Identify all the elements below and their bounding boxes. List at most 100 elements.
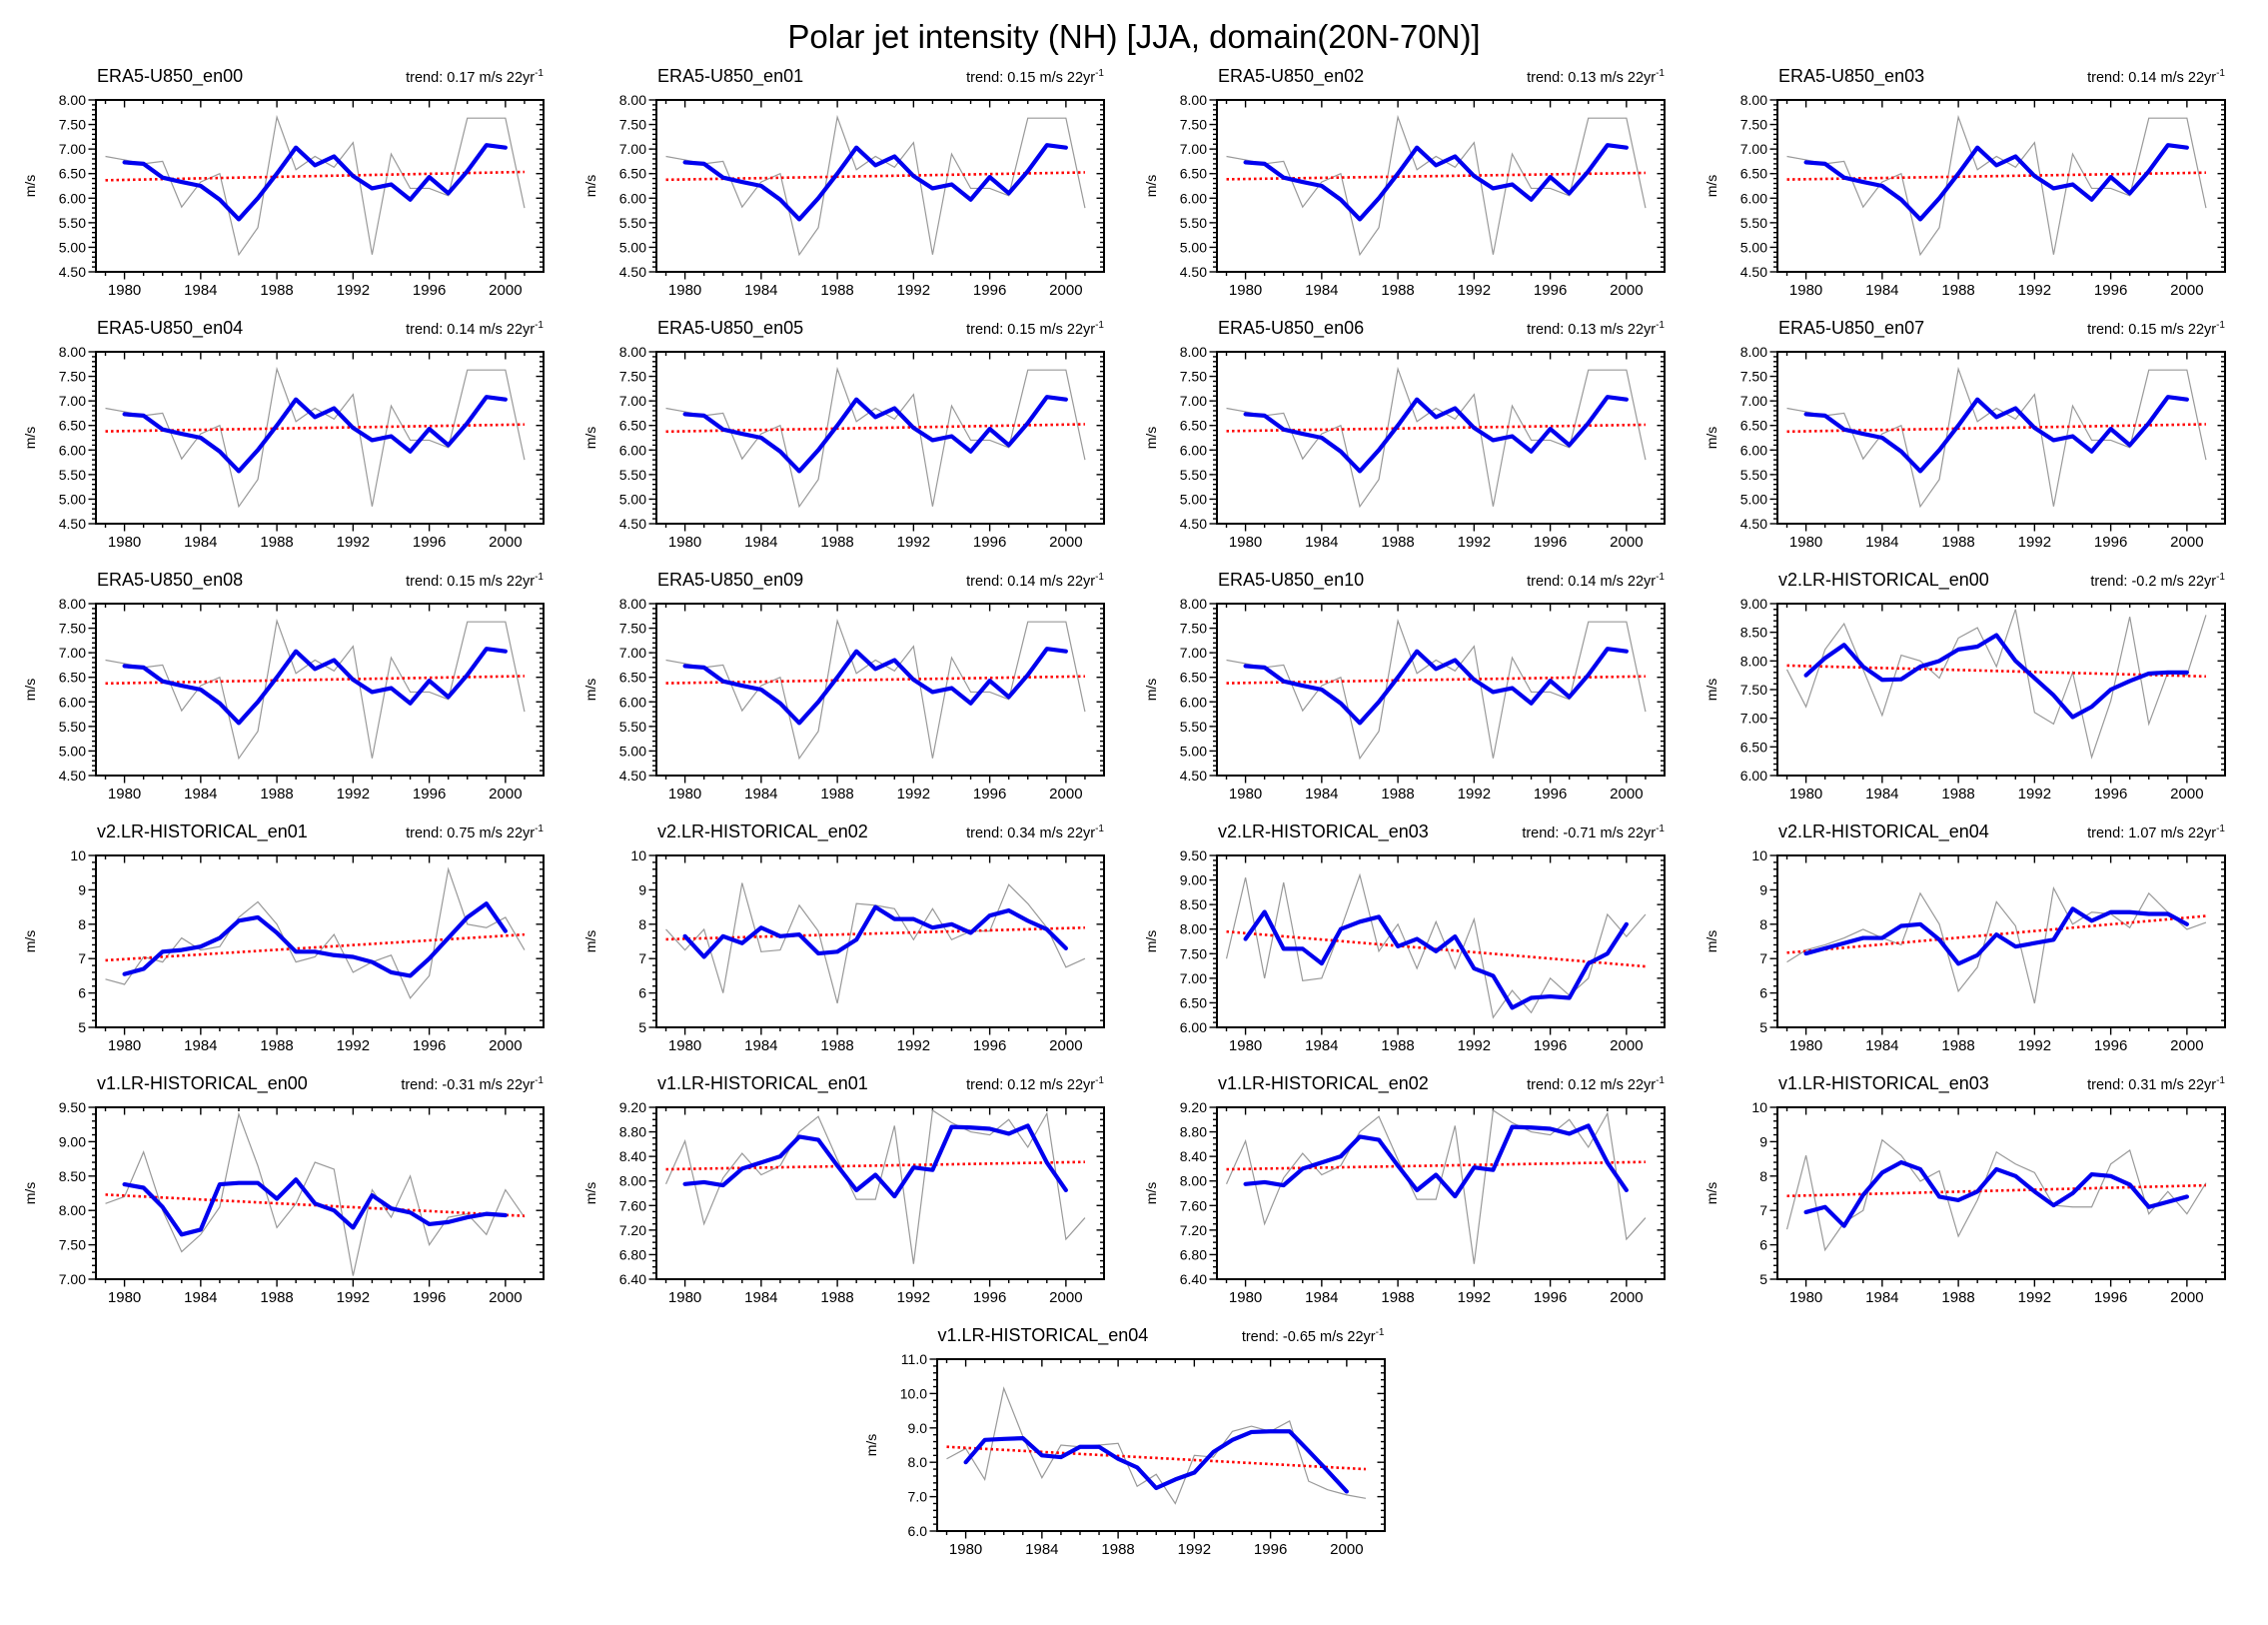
y-tick-label: 4.50: [1740, 264, 1767, 280]
y-tick-label: 5.00: [1740, 491, 1767, 507]
y-tick-label: 9.50: [1180, 847, 1207, 863]
y-tick-label: 8.00: [59, 92, 86, 108]
x-tick-label: 1992: [897, 786, 930, 803]
trend-exponent: -1: [1656, 68, 1665, 80]
x-tick-label: 1988: [260, 534, 293, 551]
x-tick-label: 2000: [1049, 534, 1082, 551]
y-tick-label: 5.00: [1180, 743, 1207, 759]
y-tick-label: 9.50: [59, 1099, 86, 1115]
panel-trend-label: trend: 0.15 m/s 22yr-1: [966, 320, 1104, 338]
panel-header: ERA5-U850_en05 trend: 0.15 m/s 22yr-1: [581, 318, 1126, 342]
trend-exponent: -1: [1095, 823, 1104, 835]
y-tick-label: 5.50: [619, 215, 646, 231]
y-tick-label: 6.50: [1180, 670, 1207, 686]
y-tick-label: 8.0: [907, 1454, 927, 1470]
x-tick-label: 1992: [337, 786, 370, 803]
annual-line: [1786, 114, 2207, 257]
x-tick-label: 1992: [2018, 282, 2051, 299]
y-axis-label: m/s: [1143, 930, 1159, 953]
smoothed-line: [1243, 647, 1629, 726]
y-tick-label: 7.50: [1180, 117, 1207, 133]
plot-frame: [95, 603, 545, 777]
trend-line: [665, 171, 1085, 182]
x-tick-label: 1988: [260, 786, 293, 803]
panel-trend-label: trend: 0.17 m/s 22yr-1: [406, 68, 544, 86]
annual-line: [105, 618, 526, 761]
annual-line: [665, 618, 1086, 761]
y-tick-label: 5.00: [1180, 491, 1207, 507]
y-tick-label: 8.00: [1740, 92, 1767, 108]
panel-header: v1.LR-HISTORICAL_en03 trend: 0.31 m/s 22…: [1702, 1073, 2247, 1097]
annual-line: [1786, 366, 2207, 509]
trend-exponent: -1: [2216, 1075, 2225, 1087]
y-tick-label: 8.00: [59, 596, 86, 612]
y-tick-label: 9.0: [907, 1420, 927, 1436]
y-tick-label: 5: [638, 1019, 646, 1035]
y-tick-label: 9.00: [1740, 596, 1767, 612]
plot-frame: [655, 351, 1105, 525]
trend-exponent: -1: [1656, 320, 1665, 332]
x-tick-label: 1992: [2018, 1037, 2051, 1054]
plot-frame: [1216, 854, 1666, 1028]
y-tick-label: 6.50: [59, 166, 86, 182]
trend-line: [945, 1445, 1366, 1471]
trend-text: trend: 0.13 m/s 22yr: [1527, 70, 1657, 86]
panel-v2.LR-HISTORICAL_en03: v2.LR-HISTORICAL_en03 trend: -0.71 m/s 2…: [1142, 821, 1687, 1071]
x-tick-label: 1988: [1941, 1289, 1974, 1306]
plot-frame: [95, 854, 545, 1028]
y-tick-label: 9.00: [1180, 872, 1207, 888]
annual-line: [1785, 1138, 2207, 1252]
y-tick-label: 5.50: [59, 719, 86, 735]
trend-line: [1226, 1160, 1646, 1171]
y-axis-label: m/s: [1143, 1182, 1159, 1205]
y-tick-label: 10.0: [899, 1385, 926, 1401]
panel-header: ERA5-U850_en06 trend: 0.13 m/s 22yr-1: [1142, 318, 1687, 342]
y-tick-label: 6.40: [619, 1271, 646, 1287]
panel-ERA5-U850_en09: ERA5-U850_en09 trend: 0.14 m/s 22yr-1 19…: [581, 570, 1126, 819]
plot-frame: [1216, 603, 1666, 777]
y-tick-label: 7.00: [59, 393, 86, 409]
panel-plot: 1980 1984 1988 1992 1996 2000 4.50 5.00 5.50 6.00…: [582, 596, 1105, 803]
panel-trend-label: trend: 1.07 m/s 22yr-1: [2087, 823, 2225, 841]
panel-ERA5-U850_en00: ERA5-U850_en00 trend: 0.17 m/s 22yr-1 19…: [21, 66, 566, 316]
x-tick-label: 1984: [744, 282, 777, 299]
panel-header: ERA5-U850_en09 trend: 0.14 m/s 22yr-1: [581, 570, 1126, 594]
panel-trend-label: trend: 0.12 m/s 22yr-1: [1527, 1075, 1665, 1093]
y-tick-label: 8.00: [619, 92, 646, 108]
trend-line: [665, 925, 1085, 941]
x-tick-label: 1984: [184, 1289, 217, 1306]
y-tick-label: 5.50: [59, 215, 86, 231]
x-tick-label: 1988: [820, 1037, 853, 1054]
y-tick-label: 5.00: [59, 743, 86, 759]
x-tick-label: 2000: [1049, 1037, 1082, 1054]
y-tick-label: 6.50: [619, 670, 646, 686]
x-tick-label: 1980: [1789, 1037, 1822, 1054]
y-tick-label: 8.00: [1180, 1173, 1207, 1189]
y-axis-label: m/s: [1703, 1182, 1719, 1205]
annual-line: [105, 366, 526, 509]
annual-line: [665, 366, 1086, 509]
panel-trend-label: trend: -0.31 m/s 22yr-1: [401, 1075, 544, 1093]
trend-exponent: -1: [535, 68, 544, 80]
y-tick-label: 7.00: [1740, 141, 1767, 157]
trend-exponent: -1: [2216, 823, 2225, 835]
plot-frame: [95, 1106, 545, 1280]
y-tick-label: 6.00: [619, 694, 646, 710]
y-tick-label: 7.50: [619, 621, 646, 637]
x-tick-label: 1984: [1865, 786, 1898, 803]
annual-line: [1225, 872, 1647, 1019]
y-tick-label: 5: [1759, 1271, 1767, 1287]
x-tick-label: 1992: [1458, 534, 1491, 551]
y-tick-label: 6: [78, 985, 86, 1001]
y-tick-label: 5.00: [59, 491, 86, 507]
annual-line: [665, 114, 1086, 257]
x-tick-label: 1984: [744, 1037, 777, 1054]
panel-trend-label: trend: 0.14 m/s 22yr-1: [2087, 68, 2225, 86]
panel-v1.LR-HISTORICAL_en00: v1.LR-HISTORICAL_en00 trend: -0.31 m/s 2…: [21, 1073, 566, 1323]
y-tick-label: 7.50: [59, 117, 86, 133]
x-tick-label: 2000: [489, 1289, 522, 1306]
x-tick-label: 1984: [1865, 282, 1898, 299]
panel-title: v1.LR-HISTORICAL_en01: [657, 1073, 868, 1093]
x-tick-label: 2000: [1330, 1541, 1363, 1558]
smoothed-line: [1803, 143, 2189, 222]
